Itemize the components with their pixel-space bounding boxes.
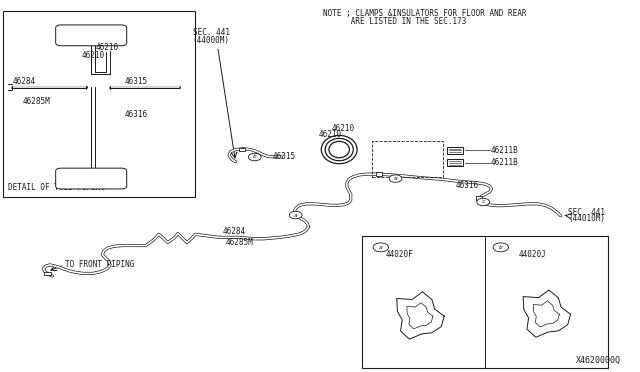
Text: 46315: 46315 xyxy=(273,152,296,161)
Text: 46284: 46284 xyxy=(223,227,246,235)
FancyBboxPatch shape xyxy=(56,168,127,189)
Text: 46316: 46316 xyxy=(125,110,148,119)
Text: 44020J: 44020J xyxy=(519,250,547,259)
Text: 46210: 46210 xyxy=(319,130,342,139)
Text: 46211B: 46211B xyxy=(491,158,518,167)
Text: a: a xyxy=(294,212,298,218)
Bar xyxy=(376,172,382,176)
Text: SEC. 441: SEC. 441 xyxy=(568,208,605,217)
Text: 46211B: 46211B xyxy=(491,146,518,155)
Text: c: c xyxy=(481,199,485,205)
FancyBboxPatch shape xyxy=(447,159,463,167)
Text: X4620000Q: X4620000Q xyxy=(576,356,621,365)
Text: 46285M: 46285M xyxy=(225,238,253,247)
Text: ARE LISTED IN THE SEC.173: ARE LISTED IN THE SEC.173 xyxy=(323,17,467,26)
Circle shape xyxy=(477,198,490,206)
Text: 44020F: 44020F xyxy=(386,250,414,259)
Text: a: a xyxy=(394,176,397,181)
Text: 46210: 46210 xyxy=(96,43,119,52)
Circle shape xyxy=(493,243,509,252)
Text: b: b xyxy=(253,154,257,160)
Text: NOTE ; CLAMPS &INSULATORS FOR FLOOR AND REAR: NOTE ; CLAMPS &INSULATORS FOR FLOOR AND … xyxy=(323,9,527,18)
Text: 46210: 46210 xyxy=(82,51,105,60)
Text: DETAIL OF TUBE PIPING: DETAIL OF TUBE PIPING xyxy=(8,183,106,192)
FancyBboxPatch shape xyxy=(56,25,127,46)
Circle shape xyxy=(289,211,302,219)
Text: TO FRONT PIPING: TO FRONT PIPING xyxy=(65,260,134,269)
Circle shape xyxy=(373,243,388,252)
FancyBboxPatch shape xyxy=(447,147,463,154)
Text: 46284: 46284 xyxy=(13,77,36,86)
Text: SEC. 441: SEC. 441 xyxy=(193,28,230,37)
Text: b: b xyxy=(499,245,502,250)
Text: (44010M): (44010M) xyxy=(568,214,605,223)
Text: 46315: 46315 xyxy=(125,77,148,86)
Circle shape xyxy=(248,153,261,161)
Bar xyxy=(3,11,195,197)
Text: a: a xyxy=(379,245,383,250)
Bar xyxy=(362,236,608,368)
Text: 46316: 46316 xyxy=(456,181,479,190)
Bar xyxy=(372,141,443,177)
Bar xyxy=(44,272,51,275)
Bar xyxy=(239,148,245,151)
Circle shape xyxy=(389,175,402,182)
Bar xyxy=(476,196,482,199)
Text: 46210: 46210 xyxy=(332,124,355,133)
Text: 46285M: 46285M xyxy=(22,97,50,106)
Text: (44000M): (44000M) xyxy=(193,36,230,45)
